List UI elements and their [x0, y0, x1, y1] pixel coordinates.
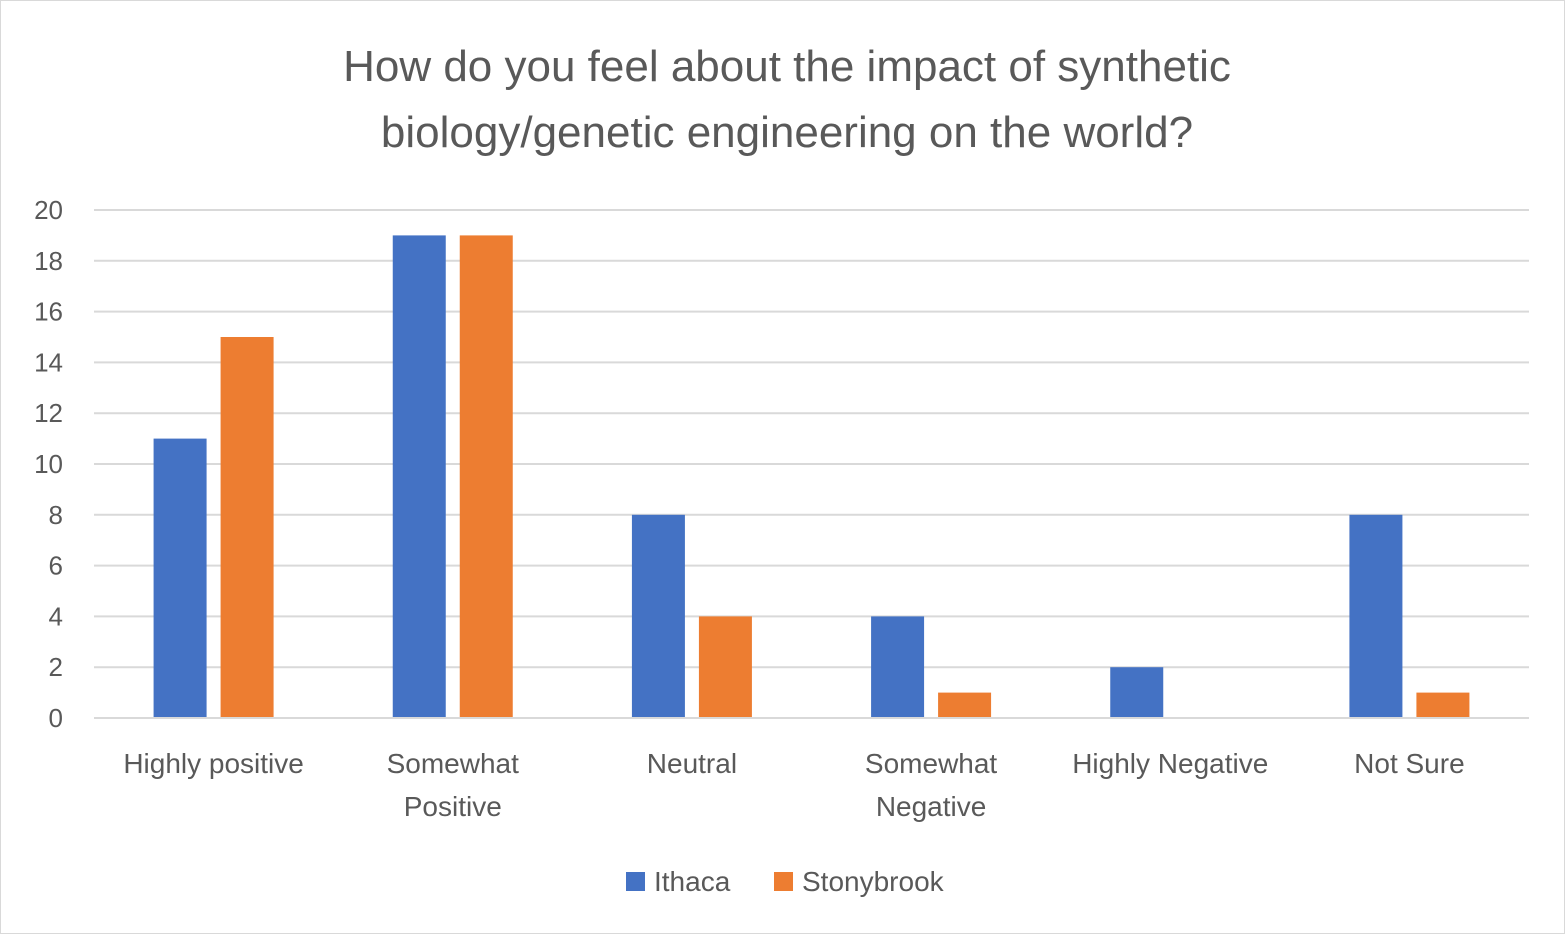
chart-title-line: biology/genetic engineering on the world…: [381, 108, 1193, 157]
gridlines: [94, 209, 1529, 669]
bars: [153, 235, 1470, 718]
y-tick-label: 6: [49, 551, 63, 581]
bar-stonybrook-5: [1416, 692, 1470, 718]
bar-ithaca-5: [1349, 514, 1403, 718]
legend-label: Ithaca: [654, 866, 731, 897]
y-tick-label: 8: [49, 500, 63, 530]
y-tick-label: 12: [34, 398, 63, 428]
category-label: Highly Negative: [1072, 748, 1268, 779]
legend-label: Stonybrook: [802, 866, 945, 897]
category-label: Somewhat: [865, 748, 998, 779]
category-label: Negative: [876, 791, 987, 822]
bar-stonybrook-0: [220, 337, 274, 718]
bar-ithaca-0: [153, 438, 207, 718]
legend-swatch: [774, 872, 793, 891]
category-label: Highly positive: [123, 748, 304, 779]
bar-ithaca-1: [392, 235, 446, 718]
category-label: Neutral: [647, 748, 737, 779]
bar-stonybrook-2: [698, 616, 752, 718]
legend-swatch: [626, 872, 645, 891]
y-tick-label: 20: [34, 195, 63, 225]
y-axis-ticks: 0 2 4 6 8 10 12 14 16 18 20: [34, 195, 63, 733]
bar-ithaca-2: [631, 514, 685, 718]
legend: Ithaca Stonybrook: [626, 866, 945, 897]
bar-stonybrook-1: [459, 235, 513, 718]
y-tick-label: 0: [49, 703, 63, 733]
category-label: Somewhat: [387, 748, 520, 779]
y-tick-label: 4: [49, 601, 63, 631]
y-tick-label: 14: [34, 347, 63, 377]
y-tick-label: 10: [34, 449, 63, 479]
y-tick-label: 16: [34, 297, 63, 327]
bar-stonybrook-3: [938, 692, 992, 718]
bar-ithaca-3: [871, 616, 925, 718]
y-tick-label: 18: [34, 246, 63, 276]
category-label: Positive: [404, 791, 502, 822]
category-label: Not Sure: [1354, 748, 1465, 779]
chart-title-line: How do you feel about the impact of synt…: [343, 42, 1231, 91]
category-labels: Highly positive Somewhat Positive Neutral So…: [123, 748, 1464, 822]
chart-title: How do you feel about the impact of synt…: [343, 42, 1231, 157]
bar-ithaca-4: [1110, 667, 1164, 718]
y-tick-label: 2: [49, 652, 63, 682]
